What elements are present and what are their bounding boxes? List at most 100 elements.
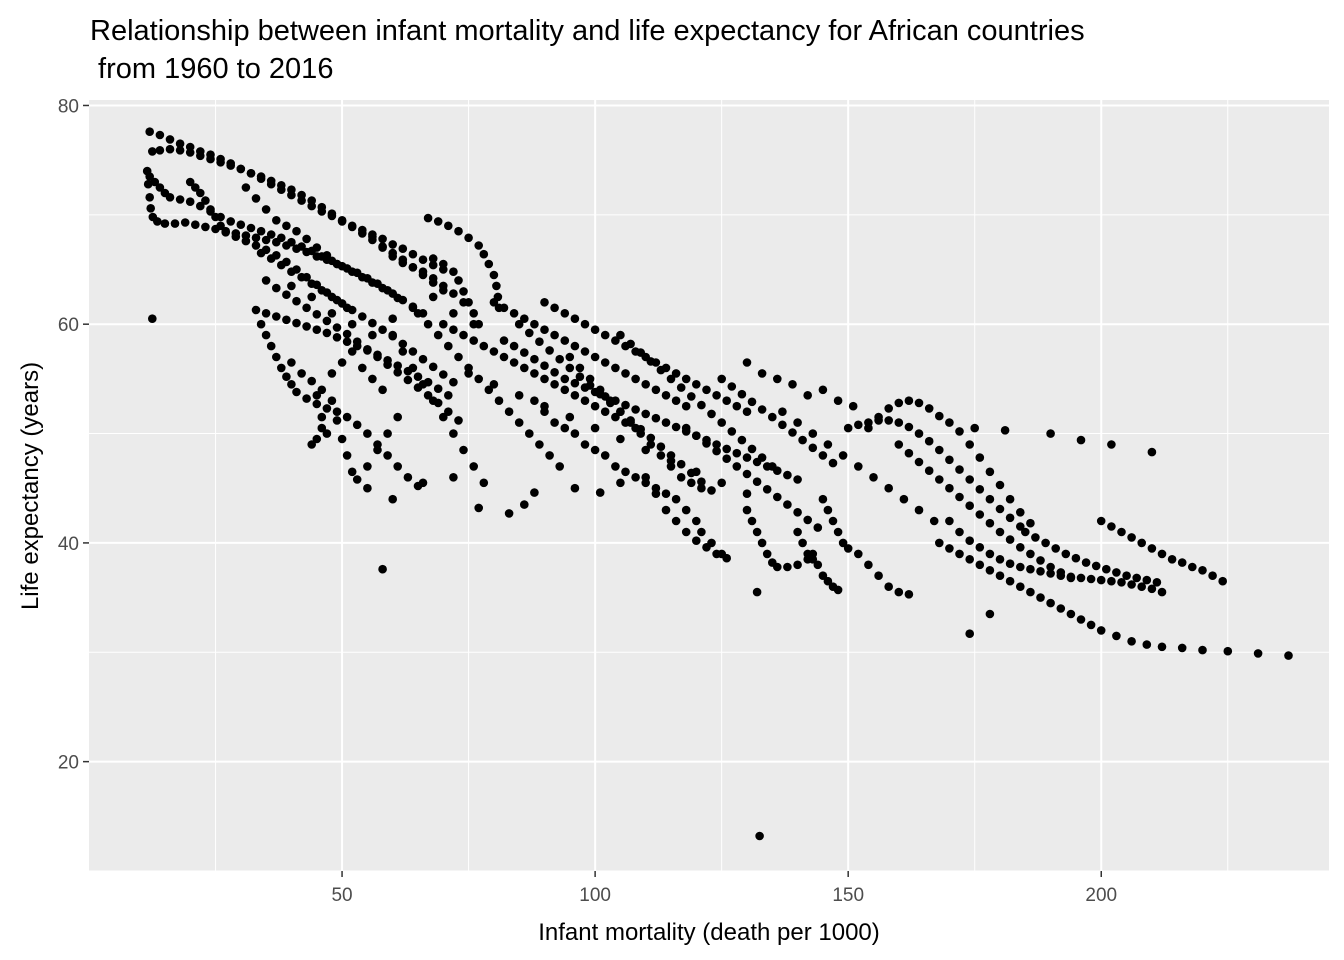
data-point bbox=[945, 455, 954, 465]
data-point bbox=[833, 527, 843, 537]
data-point bbox=[1066, 572, 1076, 582]
data-point bbox=[514, 418, 524, 427]
data-point bbox=[1005, 513, 1015, 523]
data-point bbox=[752, 527, 762, 537]
data-point bbox=[697, 483, 706, 493]
data-point bbox=[1167, 555, 1177, 564]
data-point bbox=[191, 183, 200, 192]
data-point bbox=[1127, 637, 1136, 646]
data-point bbox=[1147, 447, 1157, 457]
data-point bbox=[671, 396, 681, 406]
data-point bbox=[312, 391, 322, 400]
data-point bbox=[1056, 571, 1066, 580]
data-point bbox=[383, 356, 392, 365]
data-point bbox=[616, 434, 625, 444]
data-point bbox=[206, 205, 215, 214]
data-point bbox=[444, 221, 453, 231]
data-point bbox=[661, 418, 671, 427]
data-point bbox=[1218, 576, 1227, 586]
data-point bbox=[211, 212, 220, 222]
data-point bbox=[818, 385, 828, 395]
data-point bbox=[894, 418, 904, 427]
data-point bbox=[808, 555, 818, 564]
data-point bbox=[803, 515, 812, 525]
data-point bbox=[266, 176, 276, 186]
data-point bbox=[1026, 518, 1035, 528]
data-point bbox=[226, 161, 235, 170]
data-point bbox=[854, 462, 863, 471]
data-point bbox=[479, 249, 489, 259]
data-point bbox=[282, 315, 291, 325]
data-point bbox=[646, 357, 656, 366]
data-point bbox=[565, 352, 575, 362]
data-point bbox=[600, 330, 610, 340]
data-point bbox=[180, 218, 190, 227]
data-point bbox=[1096, 626, 1106, 635]
data-point bbox=[175, 139, 185, 148]
data-point bbox=[540, 361, 549, 371]
data-point bbox=[489, 347, 499, 356]
data-point bbox=[818, 494, 828, 504]
data-point bbox=[955, 465, 964, 474]
data-point bbox=[499, 352, 509, 362]
data-point bbox=[929, 516, 939, 526]
data-point bbox=[272, 352, 281, 362]
data-point bbox=[297, 242, 306, 251]
data-point bbox=[302, 234, 311, 244]
data-point bbox=[287, 358, 296, 367]
data-point bbox=[580, 440, 590, 449]
data-point bbox=[590, 401, 600, 411]
data-point bbox=[287, 185, 296, 194]
data-point bbox=[297, 190, 306, 200]
data-point bbox=[1036, 593, 1045, 602]
data-point bbox=[428, 292, 438, 302]
data-point bbox=[641, 473, 650, 482]
data-point bbox=[347, 347, 357, 356]
data-point bbox=[256, 248, 266, 258]
data-point bbox=[1096, 516, 1106, 526]
data-point bbox=[363, 346, 372, 355]
data-point bbox=[661, 391, 671, 400]
data-point bbox=[530, 396, 539, 406]
data-point bbox=[530, 488, 539, 497]
data-point bbox=[671, 422, 681, 432]
y-axis-ticks: 20 40 60 80 bbox=[58, 96, 89, 774]
data-point bbox=[813, 560, 823, 570]
data-point bbox=[874, 571, 883, 580]
data-point bbox=[656, 365, 666, 375]
data-point bbox=[261, 235, 271, 245]
data-point bbox=[327, 309, 337, 318]
data-point bbox=[251, 194, 261, 203]
data-point bbox=[1046, 598, 1055, 608]
data-point bbox=[833, 585, 843, 595]
data-point bbox=[1076, 615, 1086, 624]
data-point bbox=[945, 516, 954, 526]
data-point bbox=[681, 374, 691, 384]
data-point bbox=[148, 314, 157, 324]
data-point bbox=[697, 400, 706, 410]
data-point bbox=[535, 440, 544, 449]
data-point bbox=[904, 396, 914, 406]
data-point bbox=[1031, 533, 1040, 542]
data-point bbox=[575, 363, 585, 373]
data-point bbox=[1142, 640, 1152, 649]
data-point bbox=[378, 564, 387, 574]
data-point bbox=[1076, 573, 1086, 583]
data-point bbox=[935, 445, 944, 455]
data-point bbox=[1208, 571, 1217, 580]
data-point bbox=[823, 505, 833, 515]
data-point bbox=[545, 451, 554, 460]
data-point bbox=[676, 473, 686, 482]
data-point bbox=[146, 204, 155, 213]
data-point bbox=[165, 193, 175, 202]
data-point bbox=[484, 385, 494, 395]
data-point bbox=[363, 429, 372, 438]
data-point bbox=[1021, 527, 1030, 537]
data-point bbox=[1177, 558, 1187, 567]
data-point bbox=[808, 443, 818, 453]
data-point bbox=[1137, 582, 1146, 591]
data-point bbox=[550, 368, 559, 377]
data-point bbox=[439, 281, 448, 291]
data-point bbox=[712, 446, 721, 456]
data-point bbox=[611, 462, 620, 471]
